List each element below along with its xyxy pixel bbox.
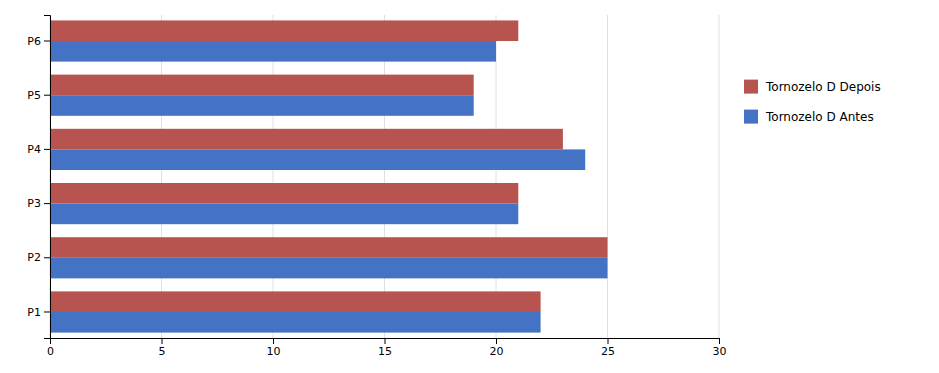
y-tick: P5 (27, 89, 50, 102)
y-tick: P6 (27, 35, 50, 48)
x-tick: 20 (490, 338, 504, 358)
y-tick-mark (44, 149, 50, 150)
chart: 0 5 10 15 20 25 30 P1 P2 P3 P4 P5 P6 Tornozelo D Depo… (0, 0, 939, 373)
y-tick-label: P1 (27, 306, 41, 319)
x-tick: 5 (159, 338, 166, 358)
x-tick-mark (608, 338, 609, 344)
bar-series (50, 41, 608, 333)
legend-label: Tornozelo D Depois (765, 80, 881, 94)
bar-series (50, 20, 608, 312)
x-tick-mark (496, 338, 497, 344)
y-tick-mark (44, 257, 50, 258)
x-tick-mark (162, 338, 163, 344)
y-tick-label: P6 (27, 35, 41, 48)
y-axis-line (44, 16, 51, 339)
y-tick: P4 (27, 143, 50, 156)
x-tick-mark (273, 338, 274, 344)
bar (50, 129, 563, 150)
bar (50, 183, 518, 204)
grid-line (273, 15, 274, 338)
legend-swatch (744, 80, 758, 94)
x-tick: 0 (47, 338, 54, 358)
y-tick-mark (44, 311, 50, 312)
bar (50, 204, 518, 225)
x-tick: 25 (601, 338, 615, 358)
legend-item: Tornozelo D Antes (744, 110, 874, 124)
x-tick-label: 0 (47, 345, 54, 358)
x-tick: 30 (713, 338, 727, 358)
bar (50, 75, 474, 96)
grid-line (607, 15, 608, 338)
bar (50, 95, 474, 116)
x-tick-label: 5 (159, 345, 166, 358)
y-tick-mark (44, 95, 50, 96)
bar (50, 237, 608, 258)
y-tick: P1 (27, 306, 50, 319)
y-tick-label: P4 (27, 143, 41, 156)
y-tick-mark (44, 203, 50, 204)
x-tick-label: 25 (601, 345, 615, 358)
x-tick-mark (385, 338, 386, 344)
x-tick-label: 15 (378, 345, 392, 358)
y-tick: P2 (27, 251, 50, 264)
bar (50, 312, 541, 333)
x-tick-label: 30 (713, 345, 727, 358)
bar (50, 291, 541, 312)
bar (50, 258, 608, 279)
grid-line (161, 15, 162, 338)
grid-line (496, 15, 497, 338)
x-tick: 10 (267, 338, 281, 358)
grid-line (719, 15, 720, 338)
grid (50, 15, 719, 338)
x-axis-line (51, 339, 720, 345)
bar (50, 149, 585, 170)
legend: Tornozelo D Depois Tornozelo D Antes (744, 80, 881, 124)
legend-swatch (744, 110, 758, 124)
bar (50, 41, 496, 62)
x-tick-mark (719, 338, 720, 344)
y-tick-label: P2 (27, 251, 41, 264)
x-axis: 0 5 10 15 20 25 30 (47, 338, 727, 358)
x-tick-label: 20 (490, 345, 504, 358)
x-tick-label: 10 (267, 345, 281, 358)
y-axis: P1 P2 P3 P4 P5 P6 (27, 16, 50, 339)
bars (50, 20, 608, 332)
y-tick-mark (44, 41, 50, 42)
grid-line (384, 15, 385, 338)
y-tick: P3 (27, 197, 50, 210)
legend-label: Tornozelo D Antes (765, 110, 874, 124)
y-tick-label: P5 (27, 89, 41, 102)
legend-item: Tornozelo D Depois (744, 80, 881, 94)
plot: 0 5 10 15 20 25 30 P1 P2 P3 P4 P5 P6 (27, 15, 726, 358)
x-tick: 15 (378, 338, 392, 358)
y-tick-label: P3 (27, 197, 41, 210)
bar (50, 20, 518, 41)
